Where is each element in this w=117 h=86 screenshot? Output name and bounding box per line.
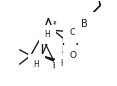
Polygon shape <box>41 30 53 37</box>
Text: B: B <box>81 19 88 29</box>
Text: O: O <box>69 28 76 36</box>
Text: O: O <box>69 51 76 60</box>
Polygon shape <box>42 56 54 61</box>
Text: H: H <box>61 59 66 68</box>
Text: H: H <box>45 30 50 39</box>
Text: H: H <box>34 60 39 69</box>
